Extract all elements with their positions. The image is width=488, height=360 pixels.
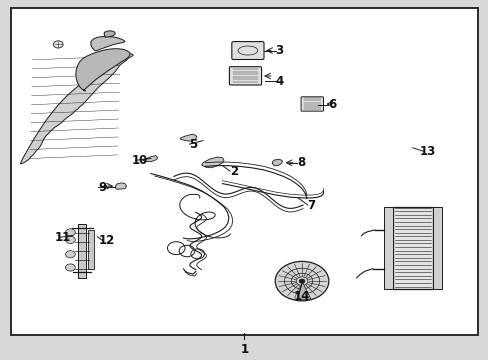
FancyBboxPatch shape <box>229 67 261 85</box>
Bar <box>78 225 85 278</box>
Circle shape <box>65 229 75 236</box>
Circle shape <box>299 279 305 283</box>
Bar <box>88 230 94 269</box>
Circle shape <box>65 236 75 243</box>
Bar <box>384 207 392 289</box>
Polygon shape <box>20 54 133 164</box>
Text: 7: 7 <box>307 199 315 212</box>
Polygon shape <box>272 159 282 166</box>
FancyBboxPatch shape <box>301 97 323 111</box>
Text: 3: 3 <box>275 44 283 57</box>
Polygon shape <box>142 156 158 162</box>
Text: 10: 10 <box>131 154 147 167</box>
Text: 4: 4 <box>275 75 283 88</box>
Bar <box>432 207 441 289</box>
Text: 13: 13 <box>418 145 435 158</box>
Text: 6: 6 <box>327 98 336 111</box>
Bar <box>392 207 432 289</box>
Polygon shape <box>76 49 130 91</box>
Text: 9: 9 <box>98 181 106 194</box>
Circle shape <box>53 41 63 48</box>
Text: 1: 1 <box>240 343 248 356</box>
Polygon shape <box>201 157 224 168</box>
Wedge shape <box>297 281 310 300</box>
Text: 8: 8 <box>296 156 305 169</box>
Polygon shape <box>115 183 126 189</box>
Text: 5: 5 <box>189 138 197 150</box>
Text: 14: 14 <box>293 290 309 303</box>
Text: 11: 11 <box>55 231 71 244</box>
Circle shape <box>65 251 75 258</box>
Polygon shape <box>91 37 125 51</box>
Text: 2: 2 <box>229 165 237 177</box>
FancyBboxPatch shape <box>231 41 264 59</box>
Polygon shape <box>180 134 196 141</box>
Circle shape <box>65 264 75 271</box>
Polygon shape <box>104 31 115 37</box>
Circle shape <box>275 261 328 301</box>
Text: 12: 12 <box>99 234 115 247</box>
